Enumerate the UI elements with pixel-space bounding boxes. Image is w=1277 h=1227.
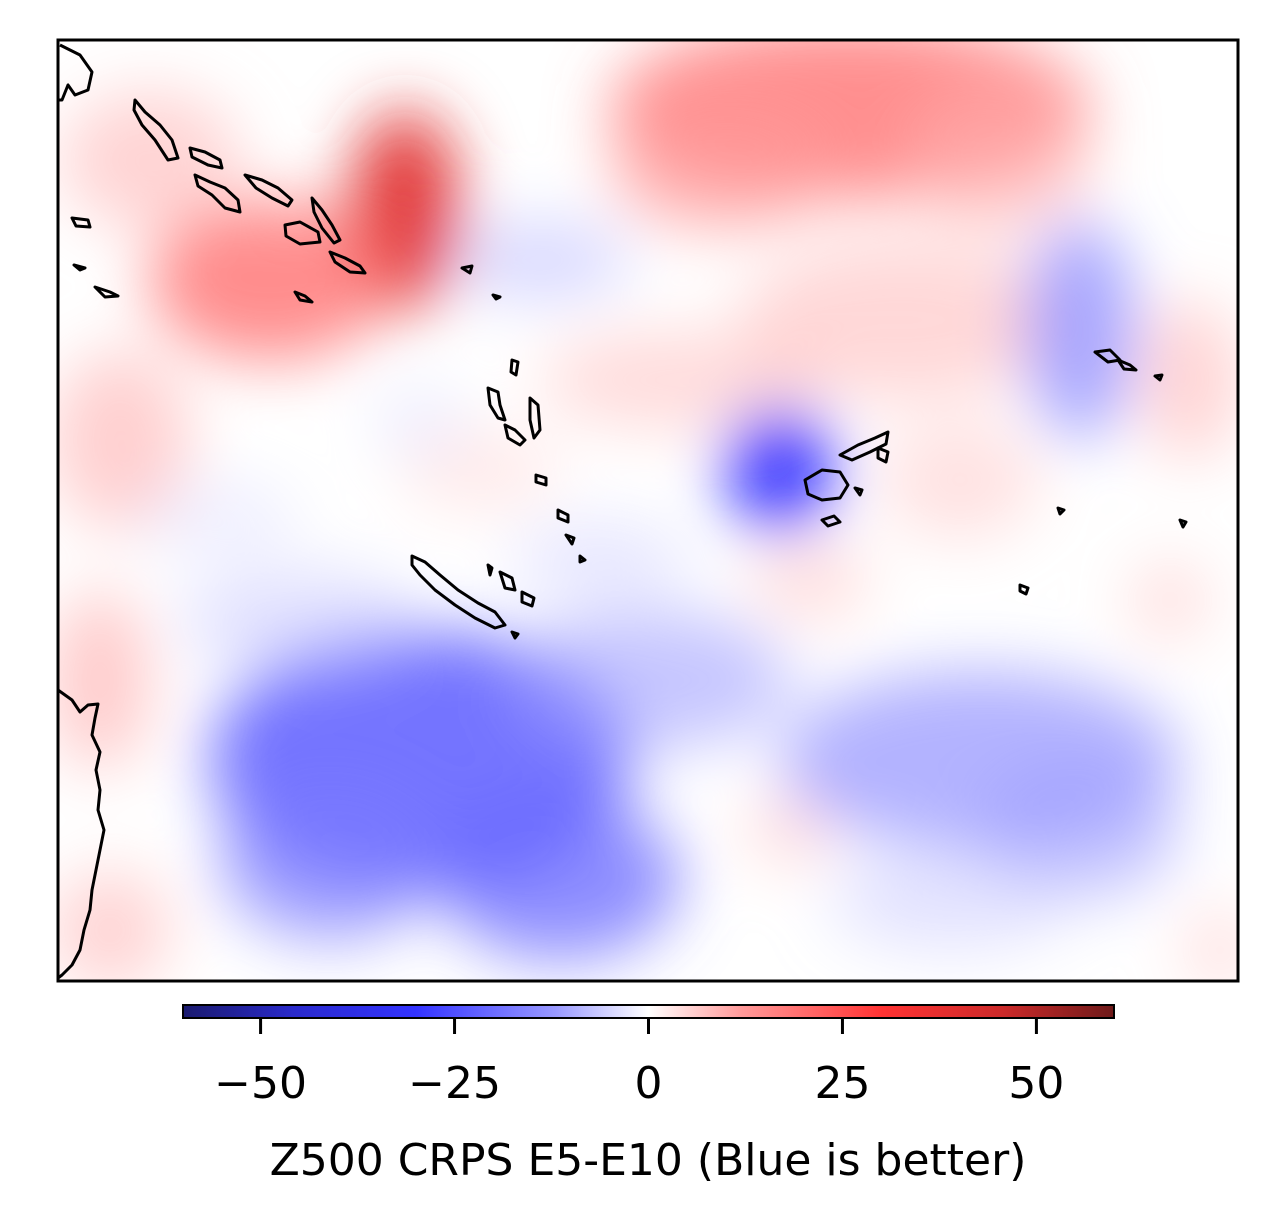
coastline-loyalty-3	[520, 590, 536, 608]
coastline-solomon-chain-3	[193, 173, 242, 214]
coastline-solomon-chain-4	[243, 173, 294, 208]
coastline-fiji-vitilevu	[803, 468, 850, 502]
coastline-fiji-vanualevu	[838, 430, 890, 462]
coastline-solomon-chain-7	[328, 250, 367, 275]
coastline-top-left-island	[58, 43, 94, 102]
coastline-vanuatu-1	[509, 358, 520, 377]
coastline-solomon-chain-2	[188, 146, 224, 170]
coastline-solomon-chain-6	[310, 196, 342, 245]
coastline-vanuatu-4	[528, 396, 542, 440]
coastline-fiji-lau	[853, 486, 864, 497]
coastline-fiji-taveuni	[876, 446, 890, 464]
colorbar-ticks: −50 −25 0 25 50	[214, 1018, 1064, 1109]
coastline-tonga-1	[1056, 506, 1066, 516]
coastline-solomon-chain-5	[283, 220, 322, 246]
coastline-vanuatu-3	[503, 423, 527, 447]
map-frame	[56, 38, 1240, 983]
coastline-isle-of-pines	[510, 630, 520, 640]
coastline-small-islet-6	[491, 293, 502, 301]
colorbar: −50 −25 0 25 50 Z500 CRPS E5-E10 (Blue is be…	[182, 1004, 1115, 1186]
coastline-vanuatu-8	[578, 554, 587, 564]
coastline-loyalty-1	[486, 563, 494, 577]
coastline-small-islet-2	[72, 263, 87, 272]
coastline-samoa-2	[1116, 358, 1138, 372]
coastline-small-islet-3	[93, 285, 120, 299]
crps-difference-field	[58, 40, 1238, 981]
colorbar-tick-label: −25	[408, 1058, 501, 1109]
coastline-vanuatu-5	[534, 473, 548, 487]
colorbar-tick-label: 0	[635, 1058, 663, 1109]
coastline-small-islet-4	[293, 290, 314, 304]
coastline-loyalty-2	[498, 570, 517, 592]
coastline-niue	[1178, 518, 1188, 529]
coastline-small-islet-1	[70, 216, 92, 229]
coastline-new-caledonia	[410, 554, 507, 630]
coastline-vanuatu-2	[486, 386, 507, 422]
coastline-samoa-3	[1153, 373, 1164, 382]
colorbar-tick-label: 50	[1008, 1058, 1064, 1109]
colorbar-tick-label: 25	[814, 1058, 870, 1109]
coastline-vanuatu-7	[564, 533, 576, 546]
coastline-australia	[58, 688, 106, 980]
coastline-tonga-2	[1018, 583, 1030, 596]
coastlines	[58, 43, 1188, 980]
colorbar-label: Z500 CRPS E5-E10 (Blue is better)	[270, 1135, 1027, 1186]
colorbar-tick-label: −50	[214, 1058, 307, 1109]
coastline-vanuatu-6	[556, 508, 570, 524]
colorbar-gradient	[182, 1004, 1115, 1019]
coastline-small-islet-5	[460, 264, 474, 275]
coastline-solomon-chain-1	[132, 98, 180, 162]
coastline-fiji-kadavu	[820, 514, 842, 528]
